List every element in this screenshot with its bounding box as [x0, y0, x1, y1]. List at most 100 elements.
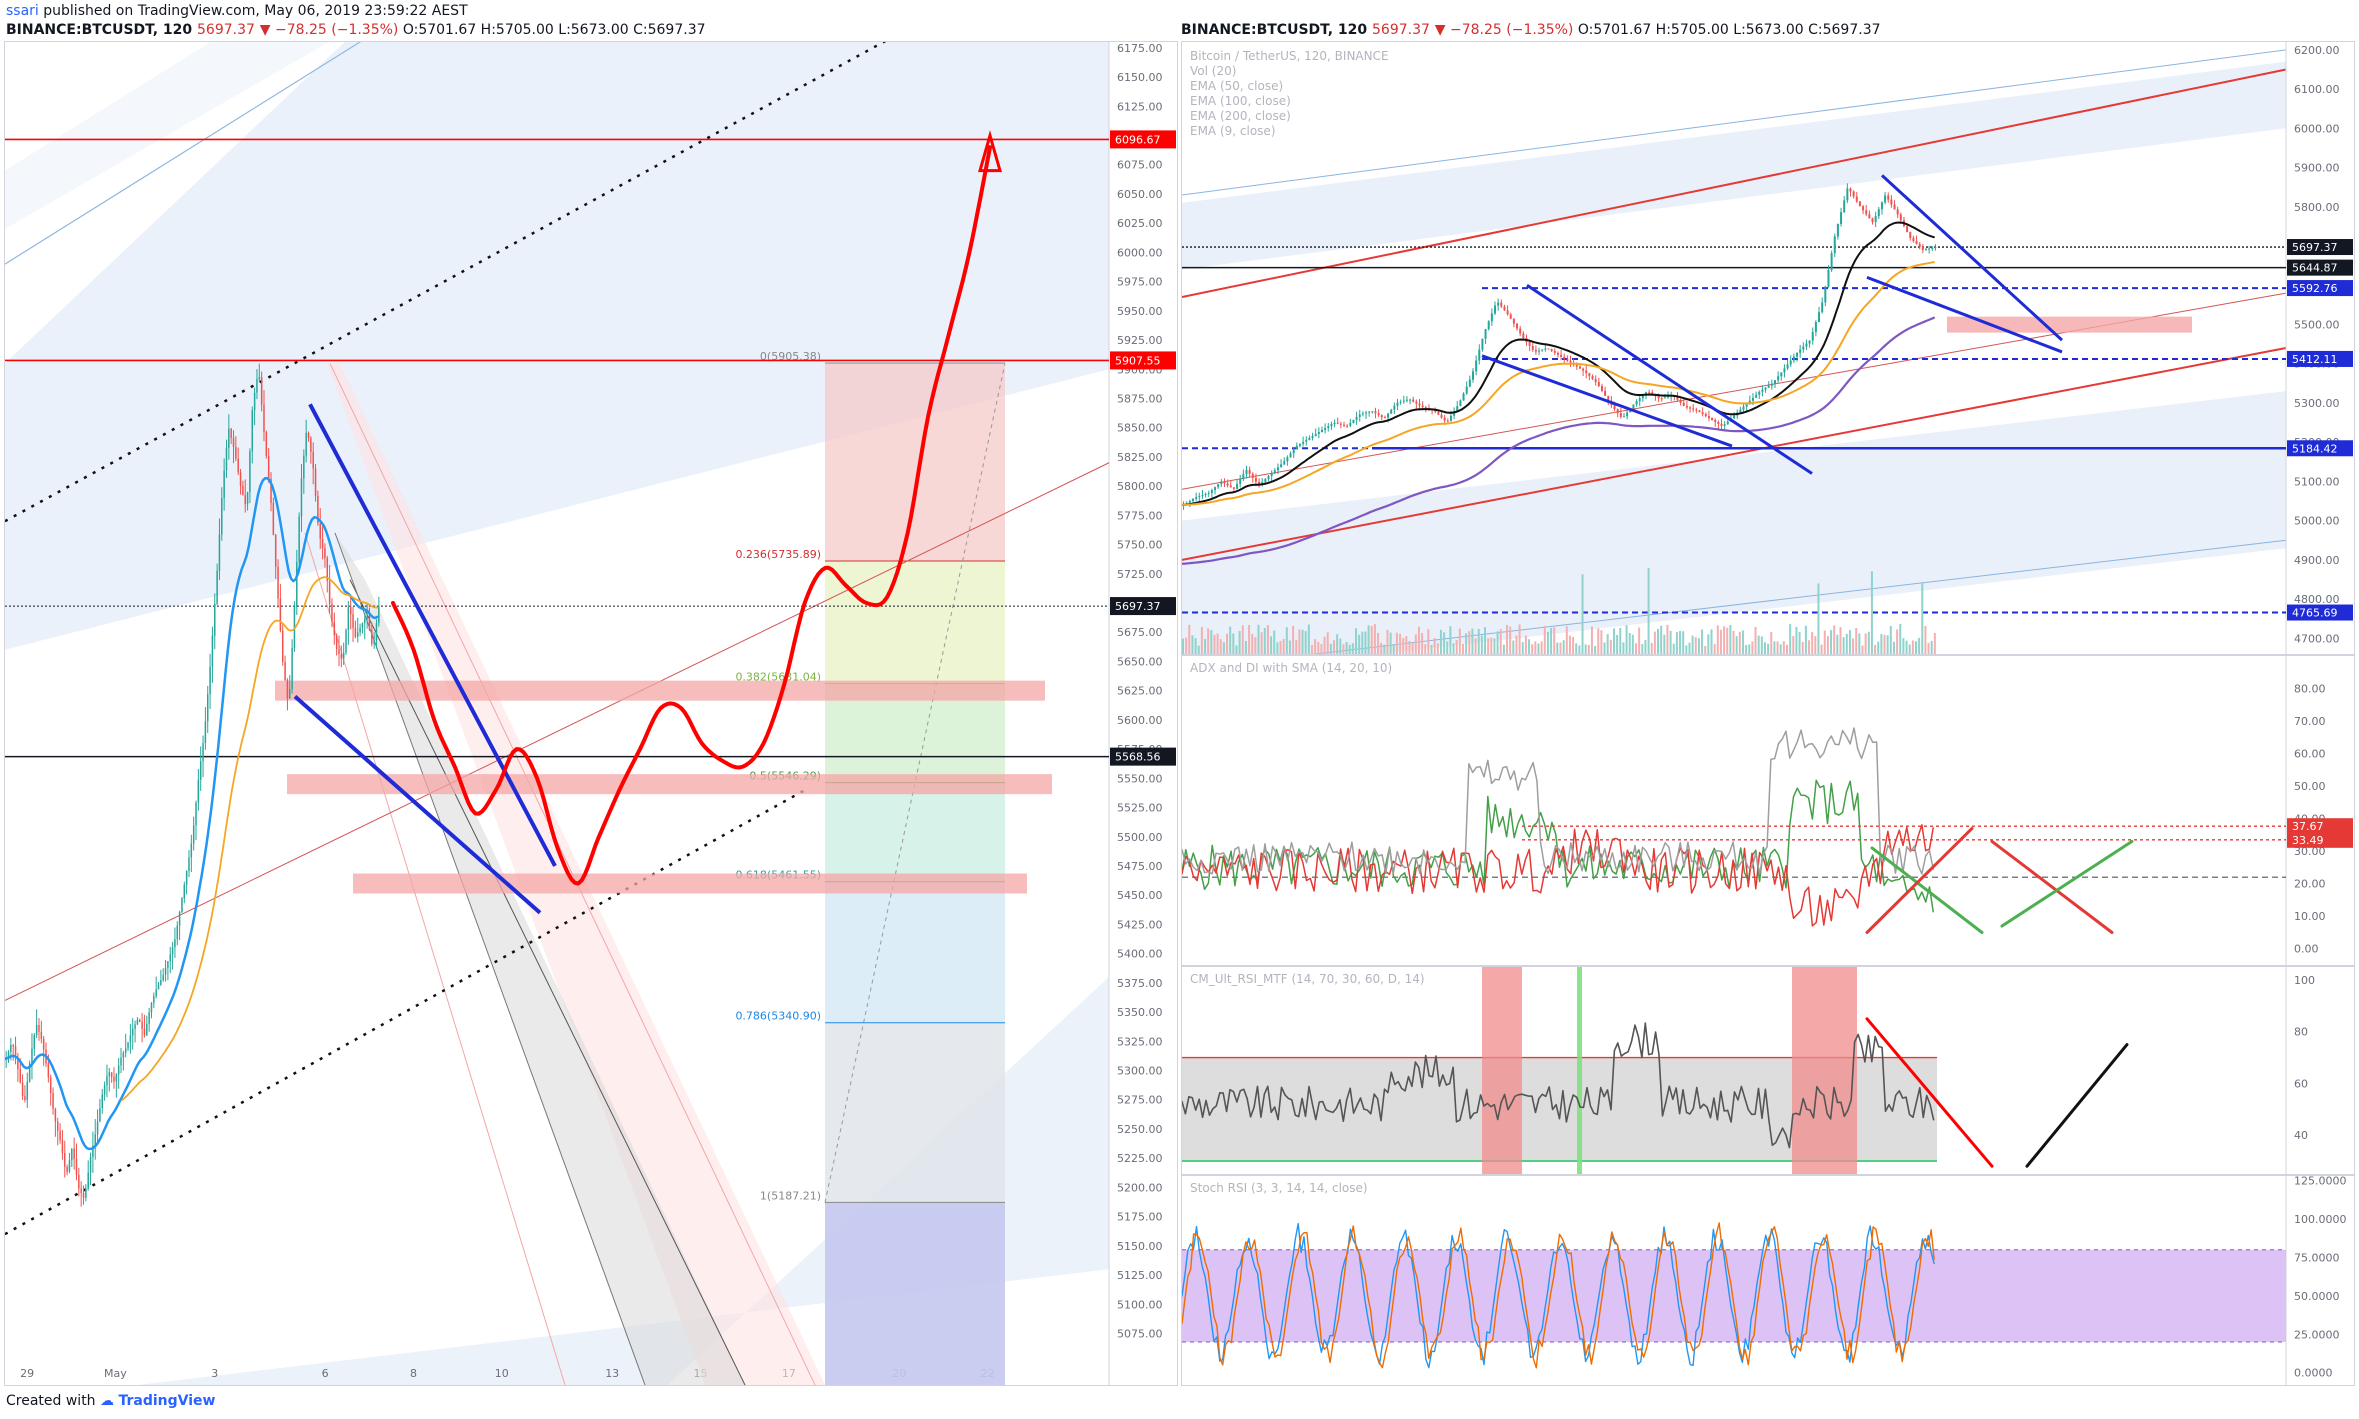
right-candle [1456, 406, 1459, 411]
left-candle [82, 1192, 85, 1198]
rsi-chart[interactable]: 100 80 60 40 CM_Ult_RSI_MTF (14, 70, 30, 60,… [1181, 967, 2354, 1174]
left-candle [160, 980, 162, 985]
stoch-rsi-chart[interactable]: 125.0000 100.0000 75.0000 50.0000 25.0000 0.0… [1181, 1175, 2354, 1385]
right-candle [1619, 413, 1622, 417]
volume-bar [1370, 625, 1373, 654]
left-candle [157, 984, 160, 990]
fib-level-label: 0.382(5631.04) [735, 671, 821, 684]
right-candle [1242, 474, 1245, 480]
left-candle [178, 911, 181, 926]
left-candle [195, 802, 197, 826]
volume-bar [1657, 628, 1660, 654]
right-candle [1276, 467, 1279, 471]
right-candle [1607, 395, 1610, 401]
left-candle [12, 1045, 14, 1047]
price-axis-tick: 5675.00 [1117, 626, 1163, 639]
left-candle [164, 967, 167, 975]
adx-tag [2287, 831, 2353, 848]
left-candle [279, 598, 282, 631]
volume-bar [1263, 628, 1266, 654]
left-price-chart[interactable]: 6175.006150.006125.006100.006075.006050.… [3, 18, 1177, 1386]
volume-bar [1307, 624, 1310, 654]
volume-bar [1748, 644, 1751, 654]
volume-bar [1386, 629, 1389, 654]
volume-bar [1754, 626, 1757, 654]
right-axis-tick: 5000.00 [2294, 515, 2340, 528]
publish-text: published on TradingView.com, May 06, 20… [38, 3, 468, 19]
right-candle [1836, 223, 1839, 237]
right-candle [1229, 485, 1232, 488]
volume-bar [1197, 645, 1200, 654]
volume-bar [1279, 640, 1282, 654]
volume-bar [1295, 639, 1298, 654]
right-candle [1578, 366, 1581, 369]
left-candle [78, 1175, 80, 1189]
footer-brand[interactable]: TradingView [118, 1393, 216, 1409]
stoch-panel[interactable]: 125.0000 100.0000 75.0000 50.0000 25.0000 0.0… [1181, 1175, 2355, 1386]
adx-panel[interactable]: 80.0070.0060.0050.0040.0030.0020.0010.00… [1181, 655, 2355, 966]
left-candle [263, 404, 265, 432]
rsi-panel[interactable]: 100 80 60 40 CM_Ult_RSI_MTF (14, 70, 30, 60,… [1181, 966, 2355, 1175]
author-link[interactable]: ssari [6, 3, 39, 19]
right-candle [1805, 343, 1808, 347]
time-axis-tick: 13 [605, 1367, 619, 1380]
right-candle [1437, 411, 1440, 415]
right-candle [1698, 410, 1701, 413]
right-candle [1679, 399, 1682, 403]
left-candle [354, 627, 357, 637]
price-axis-tick: 5875.00 [1117, 392, 1163, 405]
left-candle [171, 947, 174, 955]
volume-bar [1550, 628, 1553, 654]
right-level-tag-text: 5697.37 [2292, 241, 2338, 254]
volume-bar [1361, 631, 1364, 654]
volume-bar [1248, 624, 1251, 654]
right-candle [1387, 413, 1390, 418]
left-candle [188, 857, 190, 871]
left-candle [66, 1166, 68, 1172]
left-candle [28, 1063, 31, 1082]
price-axis-tick: 5850.00 [1117, 422, 1163, 435]
volume-bar [1789, 624, 1792, 654]
volume-bar [1927, 642, 1930, 654]
left-candle [281, 630, 284, 663]
volume-bar [1924, 625, 1927, 654]
right-candle [1251, 473, 1254, 478]
right-candle [1786, 364, 1789, 369]
right-level-tag [2287, 259, 2353, 276]
volume-bar [1723, 626, 1726, 654]
volume-bar [1288, 640, 1291, 654]
volume-bar [1701, 629, 1704, 654]
right-axis-tick: 6100.00 [2294, 83, 2340, 96]
volume-bar [1282, 638, 1285, 654]
volume-bar [1691, 635, 1694, 654]
volume-bar [1200, 626, 1203, 654]
right-candle [1412, 399, 1415, 402]
right-candle [1475, 360, 1478, 372]
right-axis-tick: 5100.00 [2294, 475, 2340, 488]
publish-info: ssari published on TradingView.com, May … [6, 3, 468, 19]
right-candle [1764, 387, 1767, 390]
volume-bar [1310, 644, 1313, 654]
dotted-resistance [4, 29, 906, 523]
right-price-panel[interactable]: 6200.006100.006000.005900.005800.005700.… [1180, 41, 2355, 678]
volume-bar [1660, 625, 1663, 654]
volume-bar [1902, 638, 1905, 654]
right-candle [1538, 350, 1541, 352]
right-candle [1588, 373, 1591, 377]
right-candle [1339, 423, 1342, 425]
adx-chart[interactable]: 80.0070.0060.0050.0040.0030.0020.0010.00… [1181, 656, 2354, 965]
fib-zone-6 [825, 1202, 1005, 1385]
left-chart-panel[interactable]: 6175.006150.006125.006100.006075.006050.… [3, 18, 1178, 1386]
right-candle [1890, 199, 1893, 205]
right-candle [1821, 302, 1824, 313]
right-candle [1462, 393, 1465, 401]
right-last-price: 5697.37 [1372, 22, 1430, 38]
stoch-axis-tick: 50.0000 [2294, 1290, 2340, 1303]
right-price-chart[interactable]: 6200.006100.006000.005900.005800.005700.… [1180, 42, 2354, 678]
right-candle [1660, 398, 1663, 400]
right-legend-item: Vol (20) [1190, 64, 1236, 78]
fib-level-label: 0.786(5340.90) [735, 1010, 821, 1023]
volume-bar [1345, 642, 1348, 654]
volume-bar [1512, 640, 1515, 654]
volume-bar [1301, 629, 1304, 654]
